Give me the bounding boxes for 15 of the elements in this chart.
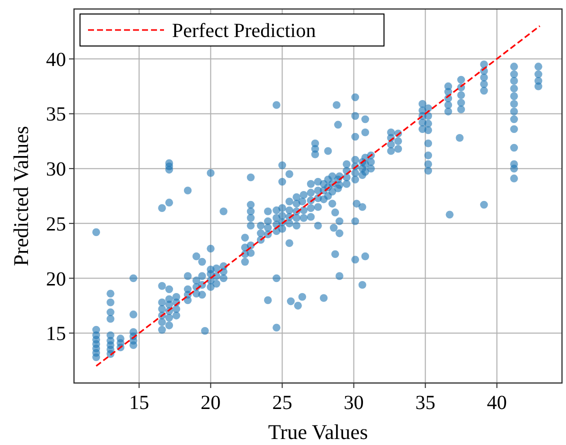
x-tick-label: 35 [415, 392, 436, 414]
y-tick-label: 30 [46, 158, 66, 181]
x-tick-label: 20 [200, 392, 221, 414]
x-tick-label: 30 [344, 392, 364, 414]
y-tick-label: 40 [46, 48, 66, 71]
y-tick-label: 15 [46, 323, 66, 346]
y-tick-label: 35 [46, 104, 66, 126]
x-axis-title: True Values [268, 420, 368, 444]
y-tick-label: 25 [46, 213, 66, 236]
x-tick-label: 25 [272, 392, 292, 414]
x-tick-label: 40 [486, 392, 507, 414]
y-axis-title: Predicted Values [9, 126, 33, 266]
x-tick-label: 15 [129, 392, 150, 414]
y-tick-label: 20 [46, 268, 66, 290]
legend-label: Perfect Prediction [172, 20, 316, 42]
